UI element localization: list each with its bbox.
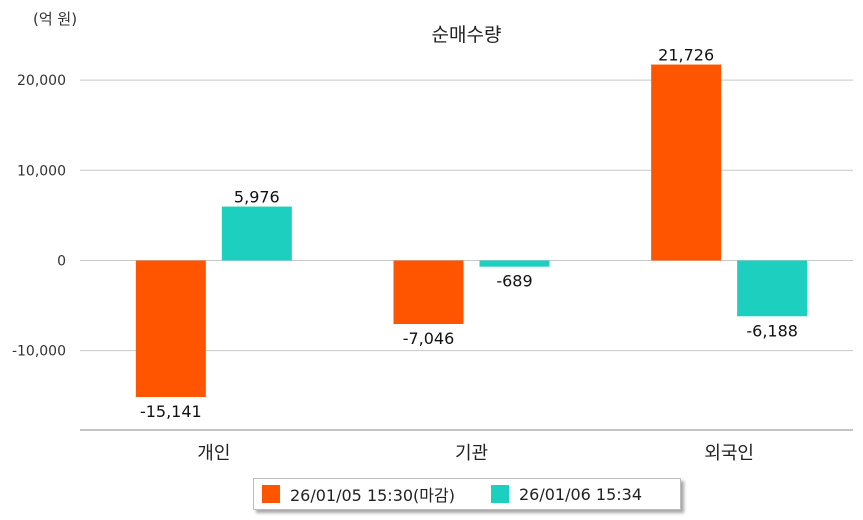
y-tick-label: 0 [57, 253, 66, 269]
chart-title: 순매수량 [431, 24, 502, 46]
x-tick-label: 기관 [455, 443, 488, 464]
data-label: -6,188 [746, 321, 798, 340]
y-tick-label: -10,000 [12, 344, 66, 360]
bars: -15,141 5,976 -7,046 -689 21,726 -6,188 [135, 46, 808, 421]
data-label: -15,141 [140, 402, 202, 421]
y-tick-label: 10,000 [17, 163, 66, 179]
bar[interactable] [651, 64, 722, 261]
data-label: 5,976 [234, 188, 280, 207]
bar[interactable] [479, 260, 550, 267]
data-label: 21,726 [658, 46, 714, 65]
legend-item-series-2[interactable]: 26/01/06 15:34 [490, 484, 643, 504]
y-axis: 20,000 10,000 0 -10,000 [12, 73, 66, 360]
legend-label-series-2: 26/01/06 15:34 [518, 484, 643, 504]
legend: 26/01/05 15:30(마감) 26/01/06 15:34 [253, 478, 681, 510]
bar[interactable] [221, 206, 292, 261]
legend-item-series-1[interactable]: 26/01/05 15:30(마감) [262, 482, 455, 506]
bar[interactable] [393, 260, 464, 325]
unit-label: (억 원) [33, 10, 78, 28]
grid-lines [80, 79, 853, 352]
legend-label-series-1: 26/01/05 15:30(마감) [290, 486, 455, 505]
legend-swatch-series-2 [490, 485, 509, 503]
data-label: -7,046 [403, 329, 455, 348]
bar[interactable] [135, 260, 206, 398]
x-tick-label: 개인 [197, 443, 230, 464]
bar[interactable] [737, 260, 808, 317]
legend-swatch-series-1 [262, 485, 280, 503]
x-tick-label: 외국인 [704, 443, 754, 464]
data-label: -689 [496, 272, 532, 291]
x-axis: 개인 기관 외국인 [80, 429, 853, 464]
y-tick-label: 20,000 [17, 73, 66, 89]
